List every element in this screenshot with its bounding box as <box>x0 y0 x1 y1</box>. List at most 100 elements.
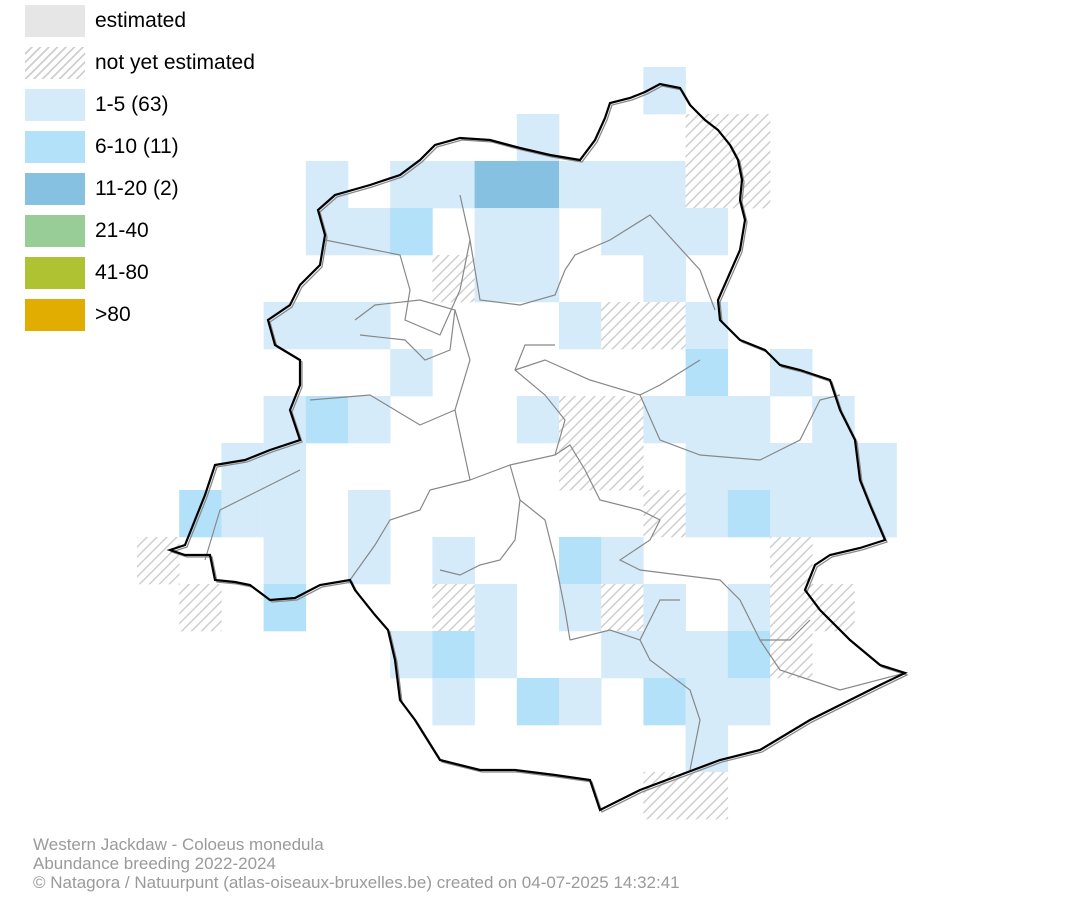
cell-1-5 <box>559 161 602 209</box>
cell-not-yet-estimated <box>643 490 686 538</box>
cell-1-5 <box>812 490 855 538</box>
cell-1-5 <box>601 631 644 679</box>
legend-swatch-1-5 <box>25 89 85 121</box>
cell-not-yet-estimated <box>601 584 644 632</box>
map-footer: Western Jackdaw - Coloeus monedula Abund… <box>33 835 680 892</box>
cell-1-5 <box>390 161 433 209</box>
cell-1-5 <box>601 161 644 209</box>
map-subtitle: Abundance breeding 2022-2024 <box>33 854 276 873</box>
cell-not-yet-estimated <box>559 396 602 444</box>
legend-label: 11-20 (2) <box>95 177 179 200</box>
cell-6-10 <box>685 349 729 397</box>
municipality-boundaries <box>204 194 906 771</box>
cell-1-5 <box>685 302 729 350</box>
cell-1-5 <box>432 161 475 209</box>
cell-1-5 <box>685 443 729 491</box>
cell-1-5 <box>643 255 686 303</box>
cell-not-yet-estimated <box>685 772 729 820</box>
cell-1-5 <box>305 161 349 209</box>
legend-label: 6-10 (11) <box>95 135 179 158</box>
legend-label: not yet estimated <box>95 51 255 74</box>
cell-1-5 <box>263 537 307 585</box>
cell-6-10 <box>559 537 602 585</box>
cell-1-5 <box>474 584 518 632</box>
legend-label: 41-80 <box>95 261 149 284</box>
legend-swatch-not-yet-estimated <box>25 47 85 79</box>
cell-1-5 <box>348 396 391 444</box>
cell-1-5 <box>854 490 897 538</box>
cell-1-5 <box>685 396 729 444</box>
cell-not-yet-estimated <box>601 396 644 444</box>
legend-swatch-over-80 <box>25 299 85 331</box>
region-boundary <box>166 82 908 812</box>
grid-cells <box>137 67 897 820</box>
cell-1-5 <box>348 208 391 256</box>
cell-6-10 <box>432 631 475 679</box>
cell-6-10 <box>390 208 433 256</box>
cell-not-yet-estimated <box>179 584 222 632</box>
cell-not-yet-estimated <box>770 537 813 585</box>
cell-1-5 <box>516 208 560 256</box>
cell-1-5 <box>516 396 560 444</box>
cell-not-yet-estimated <box>601 302 644 350</box>
cell-1-5 <box>643 161 686 209</box>
cell-1-5 <box>770 443 813 491</box>
cell-1-5 <box>812 443 855 491</box>
cell-1-5 <box>432 537 475 585</box>
legend-swatch-11-20 <box>25 173 85 205</box>
cell-1-5 <box>559 678 602 726</box>
cell-1-5 <box>685 678 729 726</box>
cell-1-5 <box>432 678 475 726</box>
copyright-credit: © Natagora / Natuurpunt (atlas-oiseaux-b… <box>33 873 680 892</box>
cell-1-5 <box>390 349 433 397</box>
cell-1-5 <box>305 302 349 350</box>
legend-swatch-estimated <box>25 5 85 37</box>
cell-1-5 <box>559 302 602 350</box>
cell-6-10 <box>516 678 560 726</box>
cell-1-5 <box>727 443 771 491</box>
legend-label: 21-40 <box>95 219 149 242</box>
cell-1-5 <box>348 490 391 538</box>
cell-6-10 <box>305 396 349 444</box>
cell-11-20 <box>474 161 518 209</box>
cell-1-5 <box>305 208 349 256</box>
cell-1-5 <box>685 490 729 538</box>
legend-swatch-6-10 <box>25 131 85 163</box>
cell-11-20 <box>516 161 560 209</box>
cell-not-yet-estimated <box>137 537 180 585</box>
cell-not-yet-estimated <box>559 443 602 491</box>
cell-6-10 <box>727 490 771 538</box>
cell-1-5 <box>685 208 729 256</box>
cell-1-5 <box>643 396 686 444</box>
cell-1-5 <box>559 584 602 632</box>
cell-6-10 <box>263 584 307 632</box>
legend-label: 1-5 (63) <box>95 93 169 116</box>
legend-label: estimated <box>95 9 187 32</box>
legend-swatch-41-80 <box>25 257 85 289</box>
cell-not-yet-estimated <box>727 161 771 209</box>
cell-not-yet-estimated <box>685 161 729 209</box>
cell-not-yet-estimated <box>643 772 686 820</box>
cell-1-5 <box>516 255 560 303</box>
cell-1-5 <box>727 678 771 726</box>
cell-6-10 <box>727 631 771 679</box>
cell-1-5 <box>643 67 686 115</box>
cell-1-5 <box>727 396 771 444</box>
cell-1-5 <box>263 490 307 538</box>
cell-not-yet-estimated <box>432 255 475 303</box>
cell-6-10 <box>643 678 686 726</box>
cell-1-5 <box>221 490 264 538</box>
cell-1-5 <box>221 443 264 491</box>
cell-1-5 <box>348 537 391 585</box>
species-name: Western Jackdaw - Coloeus monedula <box>33 835 324 854</box>
cell-1-5 <box>812 396 855 444</box>
legend-swatch-21-40 <box>25 215 85 247</box>
cell-1-5 <box>474 255 518 303</box>
cell-1-5 <box>685 631 729 679</box>
cell-1-5 <box>727 584 771 632</box>
cell-not-yet-estimated <box>601 443 644 491</box>
cell-not-yet-estimated <box>643 302 686 350</box>
legend-label: >80 <box>95 303 131 326</box>
cell-1-5 <box>770 490 813 538</box>
